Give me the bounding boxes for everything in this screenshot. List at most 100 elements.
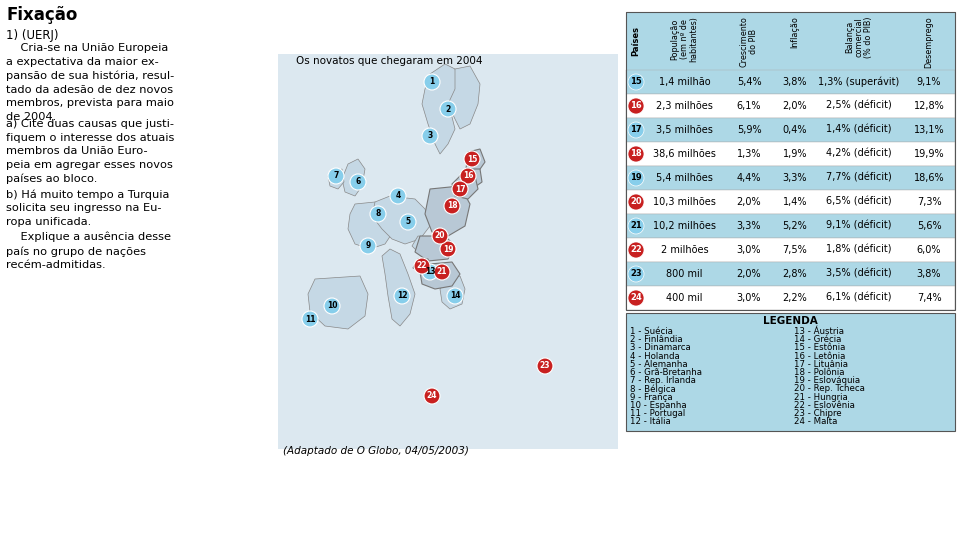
Text: 1,9%: 1,9% bbox=[782, 149, 807, 159]
Bar bbox=[278, 54, 618, 449]
Polygon shape bbox=[420, 262, 460, 289]
Text: 15: 15 bbox=[467, 154, 477, 164]
Text: Fixação: Fixação bbox=[6, 6, 78, 24]
Text: 21: 21 bbox=[630, 221, 642, 231]
Circle shape bbox=[628, 218, 644, 234]
Text: 23 - Chipre: 23 - Chipre bbox=[795, 409, 842, 418]
Text: 2 - Finlândia: 2 - Finlândia bbox=[630, 335, 683, 344]
Polygon shape bbox=[425, 186, 470, 236]
Text: 17 - Lituânia: 17 - Lituânia bbox=[795, 360, 849, 369]
Text: LEGENDA: LEGENDA bbox=[763, 316, 818, 326]
Circle shape bbox=[444, 198, 460, 214]
Text: 6,5% (déficit): 6,5% (déficit) bbox=[827, 197, 892, 207]
Polygon shape bbox=[348, 202, 395, 249]
Text: 7,7% (déficit): 7,7% (déficit) bbox=[827, 173, 892, 183]
Text: 19: 19 bbox=[443, 244, 453, 254]
Text: 21: 21 bbox=[437, 268, 447, 276]
Polygon shape bbox=[412, 236, 445, 256]
Circle shape bbox=[628, 290, 644, 306]
Text: 6,0%: 6,0% bbox=[917, 245, 941, 255]
Bar bbox=[626, 70, 955, 94]
Text: 4 - Holanda: 4 - Holanda bbox=[630, 351, 680, 361]
Text: 19: 19 bbox=[630, 174, 642, 182]
Circle shape bbox=[424, 74, 440, 90]
Text: 38,6 milhões: 38,6 milhões bbox=[653, 149, 716, 159]
Circle shape bbox=[460, 168, 476, 184]
Polygon shape bbox=[460, 169, 482, 189]
Text: 7,4%: 7,4% bbox=[917, 293, 942, 303]
Text: 13 - Áustria: 13 - Áustria bbox=[795, 327, 845, 336]
Text: 20: 20 bbox=[630, 197, 642, 207]
Circle shape bbox=[628, 74, 644, 90]
Circle shape bbox=[628, 266, 644, 282]
Polygon shape bbox=[440, 276, 465, 309]
Text: 23: 23 bbox=[540, 362, 550, 370]
Text: 7,3%: 7,3% bbox=[917, 197, 942, 207]
Text: 5 - Alemanha: 5 - Alemanha bbox=[630, 360, 687, 369]
Text: 3,0%: 3,0% bbox=[736, 245, 761, 255]
Text: 24: 24 bbox=[630, 294, 642, 302]
Text: 23: 23 bbox=[630, 269, 642, 279]
Text: 9 - França: 9 - França bbox=[630, 393, 673, 401]
Text: 6 - Grã-Bretanha: 6 - Grã-Bretanha bbox=[630, 368, 702, 377]
Text: 2,8%: 2,8% bbox=[782, 269, 807, 279]
Bar bbox=[626, 313, 955, 431]
Circle shape bbox=[360, 238, 376, 254]
Text: 20 - Rep. Tcheca: 20 - Rep. Tcheca bbox=[795, 385, 865, 393]
Circle shape bbox=[422, 128, 438, 144]
Text: 3,3%: 3,3% bbox=[782, 173, 807, 183]
Polygon shape bbox=[422, 64, 460, 154]
Circle shape bbox=[447, 288, 463, 304]
Text: 17: 17 bbox=[455, 184, 466, 194]
Text: 16 - Letônia: 16 - Letônia bbox=[795, 351, 846, 361]
Text: 24 - Malta: 24 - Malta bbox=[795, 417, 838, 426]
Text: 3,0%: 3,0% bbox=[736, 293, 761, 303]
Bar bbox=[626, 214, 955, 238]
Circle shape bbox=[464, 151, 480, 167]
Text: 18 - Polônia: 18 - Polônia bbox=[795, 368, 845, 377]
Text: 1,3% (superávit): 1,3% (superávit) bbox=[818, 77, 900, 87]
Text: 400 mil: 400 mil bbox=[666, 293, 703, 303]
Text: 1) (UERJ): 1) (UERJ) bbox=[6, 29, 59, 42]
Text: 13: 13 bbox=[424, 268, 435, 276]
Text: 2,2%: 2,2% bbox=[782, 293, 807, 303]
Text: 1,8% (déficit): 1,8% (déficit) bbox=[827, 245, 892, 255]
Text: 10 - Espanha: 10 - Espanha bbox=[630, 401, 686, 410]
Text: 18: 18 bbox=[630, 150, 642, 158]
Text: 3,8%: 3,8% bbox=[782, 77, 807, 87]
Text: 10,3 milhões: 10,3 milhões bbox=[653, 197, 716, 207]
Text: 3,8%: 3,8% bbox=[917, 269, 941, 279]
Text: 1,4%: 1,4% bbox=[782, 197, 807, 207]
Bar bbox=[626, 262, 955, 286]
Text: Países: Países bbox=[632, 26, 640, 56]
Circle shape bbox=[628, 98, 644, 114]
Text: 14 - Grécia: 14 - Grécia bbox=[795, 335, 842, 344]
Text: 7 - Rep. Irlanda: 7 - Rep. Irlanda bbox=[630, 376, 696, 385]
Text: 16: 16 bbox=[463, 171, 473, 181]
Polygon shape bbox=[382, 249, 415, 326]
Text: 5,6%: 5,6% bbox=[917, 221, 942, 231]
Circle shape bbox=[424, 388, 440, 404]
Circle shape bbox=[414, 258, 430, 274]
Circle shape bbox=[422, 264, 438, 280]
Text: 2,0%: 2,0% bbox=[736, 197, 761, 207]
Text: 1,4% (déficit): 1,4% (déficit) bbox=[827, 125, 892, 135]
Text: 4,4%: 4,4% bbox=[736, 173, 761, 183]
Text: 12 - Itália: 12 - Itália bbox=[630, 417, 671, 426]
Circle shape bbox=[302, 311, 318, 327]
Text: 1,3%: 1,3% bbox=[736, 149, 761, 159]
Text: 2,5% (déficit): 2,5% (déficit) bbox=[827, 101, 892, 111]
Circle shape bbox=[434, 264, 450, 280]
Text: 5: 5 bbox=[405, 218, 411, 226]
Text: Inflação: Inflação bbox=[790, 16, 800, 48]
Text: 12,8%: 12,8% bbox=[914, 101, 945, 111]
Polygon shape bbox=[308, 276, 368, 329]
Circle shape bbox=[628, 194, 644, 210]
Text: 12: 12 bbox=[396, 292, 407, 300]
Text: 11: 11 bbox=[304, 314, 315, 324]
Text: Os novatos que chegaram em 2004: Os novatos que chegaram em 2004 bbox=[296, 56, 483, 66]
Text: 18,6%: 18,6% bbox=[914, 173, 945, 183]
Bar bbox=[626, 12, 955, 70]
Circle shape bbox=[328, 168, 344, 184]
Text: 5,4%: 5,4% bbox=[736, 77, 761, 87]
